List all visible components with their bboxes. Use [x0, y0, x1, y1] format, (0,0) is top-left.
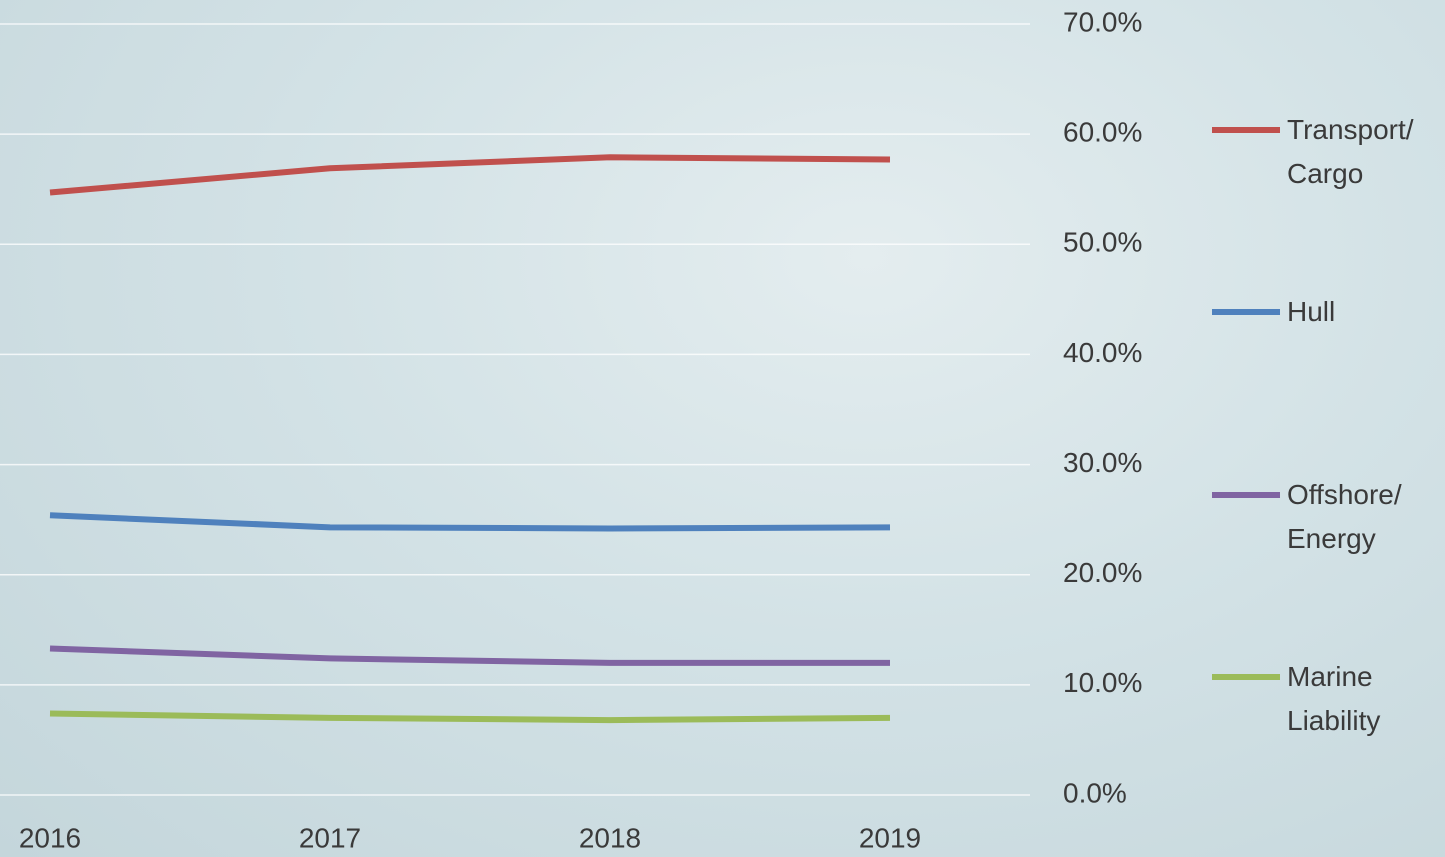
page-body: 0.0% 10.0% 20.0% 30.0% 40.0% 50.0% 60.0% 70.0% 2…: [0, 0, 1445, 857]
y-tick-label: 70.0%: [1063, 6, 1142, 37]
series-line: [50, 649, 890, 663]
y-tick-label: 60.0%: [1063, 117, 1142, 148]
legend-label: Hull: [1287, 290, 1445, 334]
y-tick-label: 50.0%: [1063, 227, 1142, 258]
y-tick-label: 20.0%: [1063, 557, 1142, 588]
y-tick-label: 10.0%: [1063, 667, 1142, 698]
y-tick-label: 40.0%: [1063, 337, 1142, 368]
page: {"chart_data": {"type": "line", "categor…: [0, 0, 1445, 857]
chart: 0.0% 10.0% 20.0% 30.0% 40.0% 50.0% 60.0% 70.0% 2…: [0, 0, 1445, 857]
y-tick-label: 30.0%: [1063, 447, 1142, 478]
legend-label: Transport/ Cargo: [1287, 108, 1445, 196]
legend-label: Offshore/ Energy: [1287, 473, 1445, 561]
x-tick-label: 2016: [19, 822, 81, 853]
legend-label: Marine Liability: [1287, 655, 1445, 743]
series-line: [50, 713, 890, 720]
x-tick-label: 2018: [579, 822, 641, 853]
series-line: [50, 157, 890, 192]
x-tick-label: 2017: [299, 822, 361, 853]
x-tick-label: 2019: [859, 822, 921, 853]
series-line: [50, 515, 890, 528]
y-tick-label: 0.0%: [1063, 777, 1127, 808]
